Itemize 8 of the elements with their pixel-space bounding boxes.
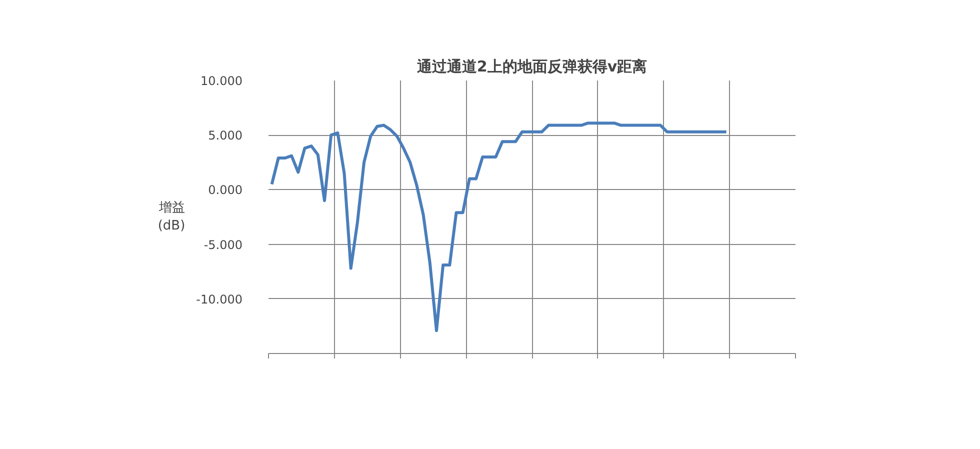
y-tick-label: 5.000 bbox=[208, 128, 243, 143]
y-axis-title: 增益 (dB) bbox=[158, 200, 186, 234]
y-tick-label: 10.000 bbox=[200, 74, 243, 88]
y-tick-label: -5.000 bbox=[204, 238, 243, 252]
y-tick-label: 0.000 bbox=[208, 183, 243, 198]
y-tick-label: -10.000 bbox=[196, 292, 243, 306]
chart-title: 通过通道2上的地面反弹获得v距离 bbox=[416, 58, 648, 76]
line-series bbox=[270, 122, 728, 332]
